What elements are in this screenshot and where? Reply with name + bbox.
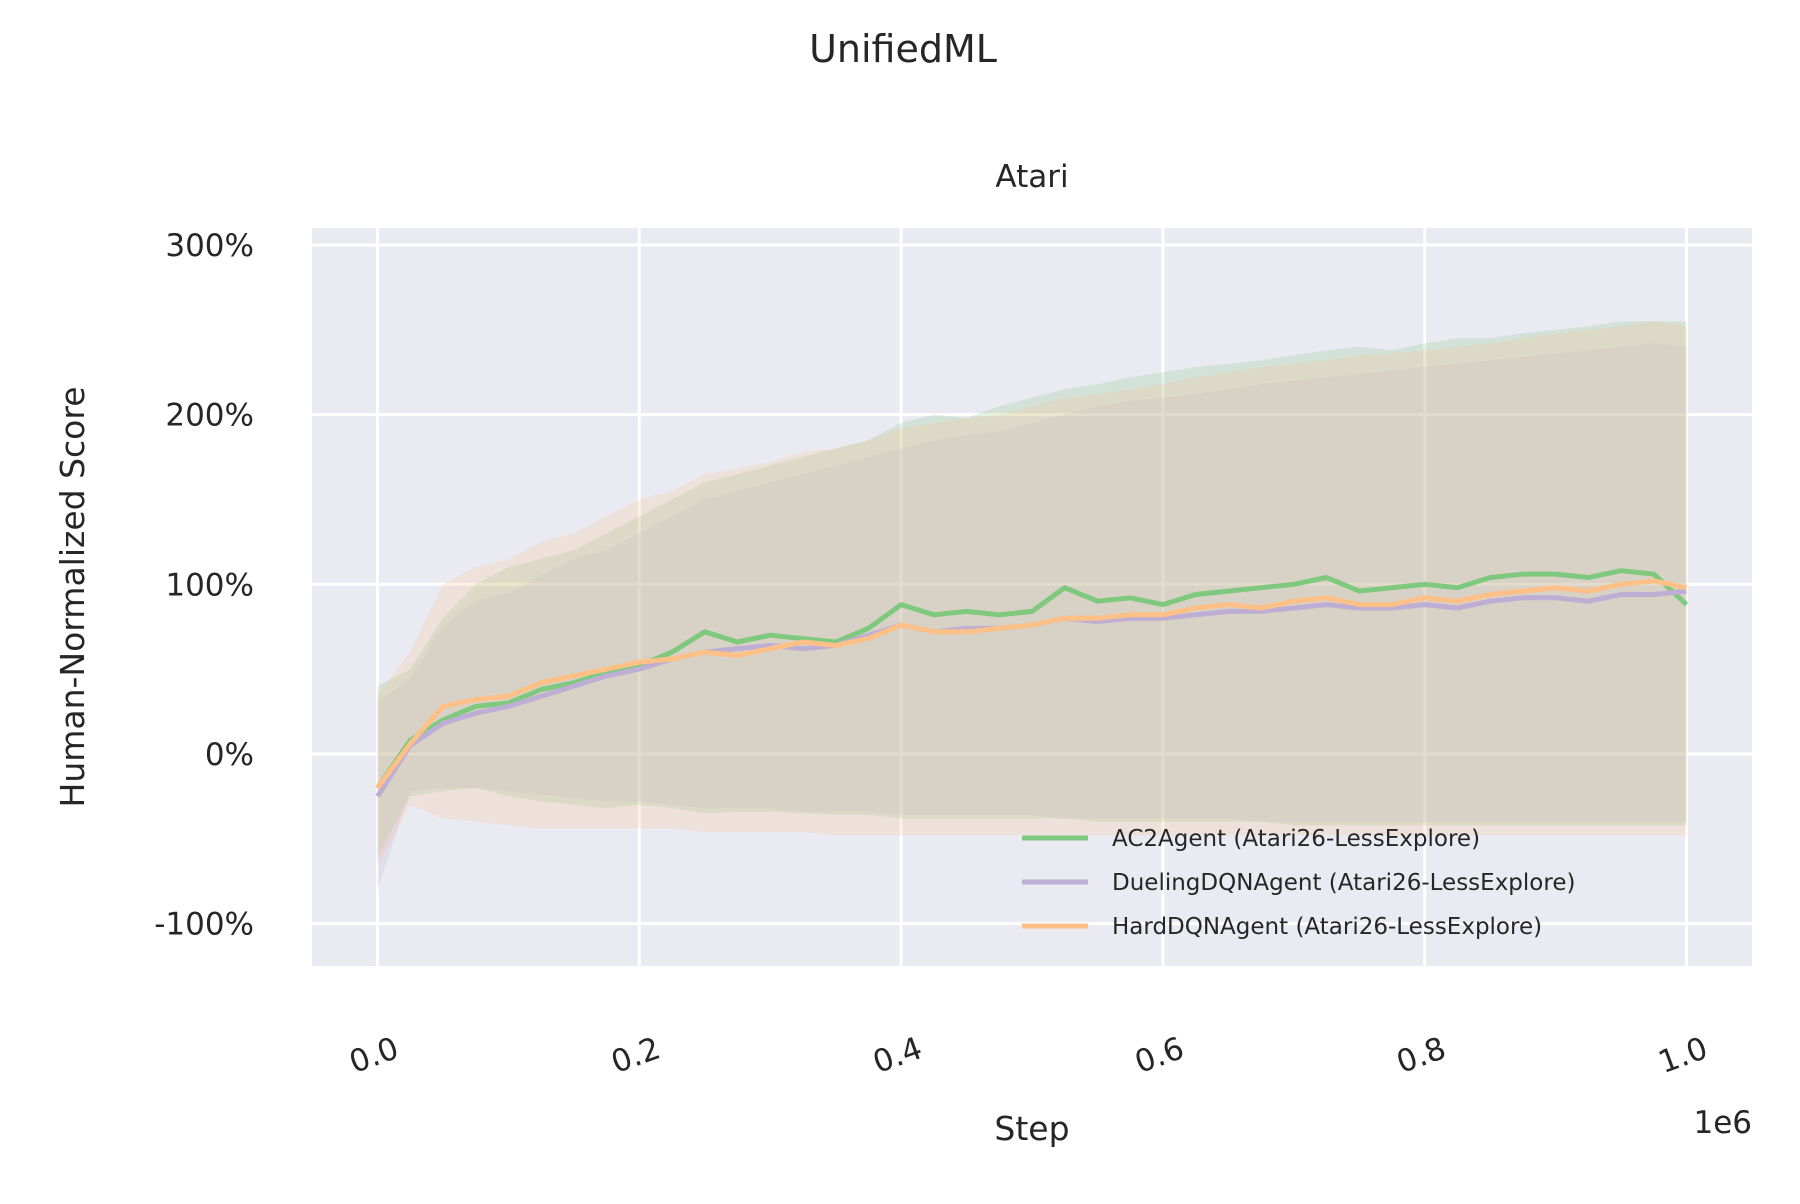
x-axis-label: Step (994, 1109, 1069, 1148)
confidence-band (377, 321, 1687, 856)
confidence-band (377, 321, 1687, 865)
series-line (375, 578, 1688, 790)
y-tick-label: 200% (165, 398, 254, 434)
confidence-bands (377, 321, 1687, 890)
x-tick-label: 0.8 (1392, 1030, 1451, 1081)
x-axis-offset-text: 1e6 (1693, 1105, 1752, 1141)
x-tick-label: 0.0 (345, 1030, 404, 1081)
grid-lines (312, 228, 1752, 966)
series-line (375, 568, 1689, 790)
y-tick-label: 300% (165, 228, 254, 264)
legend-label: DuelingDQNAgent (Atari26-LessExplore) (1112, 870, 1575, 896)
y-tick-labels: -100% 0% 100% 200% 300% (154, 228, 254, 943)
y-axis-label: Human-Normalized Score (53, 387, 92, 808)
x-tick-label: 0.2 (607, 1030, 666, 1081)
legend-label: AC2Agent (Atari26-LessExplore) (1112, 826, 1480, 852)
x-tick-label: 1.0 (1654, 1030, 1713, 1081)
legend-label: HardDQNAgent (Atari26-LessExplore) (1112, 914, 1542, 940)
x-tick-label: 0.4 (868, 1030, 927, 1081)
figure-suptitle: UnifiedML (809, 27, 997, 71)
x-tick-label: 0.6 (1130, 1030, 1189, 1081)
y-tick-label: 0% (205, 737, 254, 773)
series-lines (375, 568, 1689, 798)
y-tick-label: 100% (165, 567, 254, 603)
x-tick-labels: 0.0 0.2 0.4 0.6 0.8 1.0 (345, 1030, 1713, 1081)
y-tick-label: -100% (154, 907, 254, 943)
confidence-band (377, 343, 1687, 890)
plot-title: Atari (995, 159, 1068, 195)
legend: AC2Agent (Atari26-LessExplore) DuelingDQN… (1022, 826, 1575, 940)
